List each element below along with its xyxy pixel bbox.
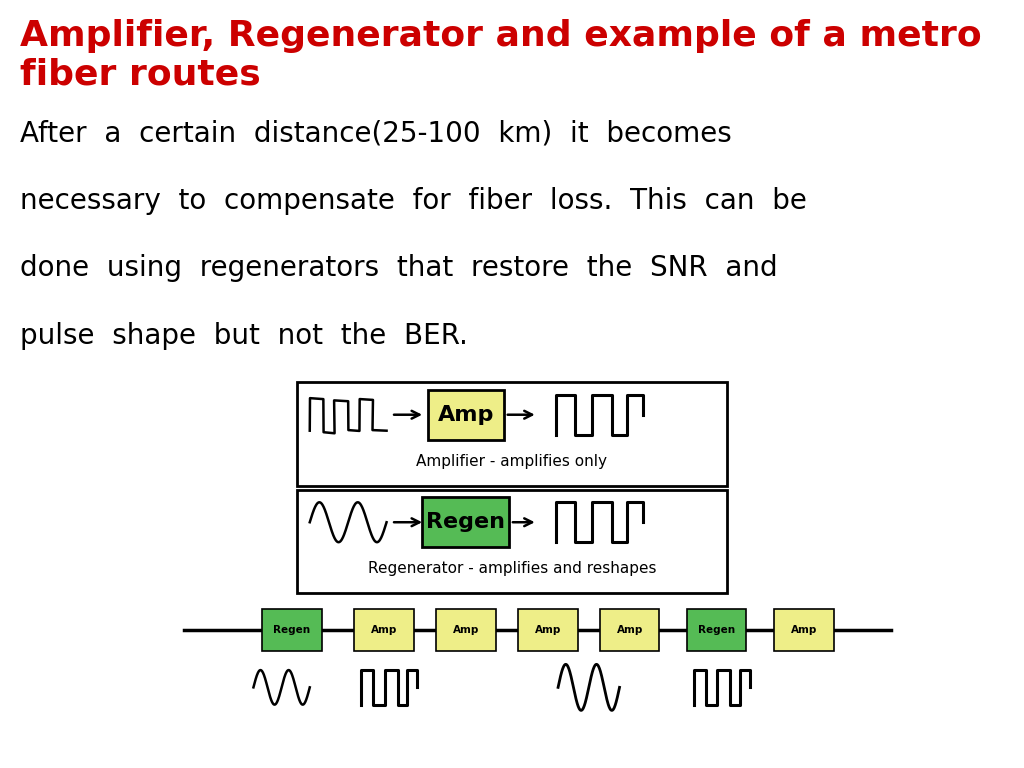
Text: Amp: Amp (453, 624, 479, 635)
Bar (436, 608, 496, 651)
Text: Amplifier - amplifies only: Amplifier - amplifies only (417, 454, 607, 468)
Text: Amp: Amp (437, 405, 495, 425)
Bar (297, 382, 727, 486)
Text: Amp: Amp (535, 624, 561, 635)
Text: Regen: Regen (426, 512, 506, 532)
Text: Regen: Regen (698, 624, 735, 635)
Text: pulse  shape  but  not  the  BER.: pulse shape but not the BER. (20, 322, 468, 349)
Bar (428, 390, 505, 439)
Text: necessary  to  compensate  for  fiber  loss.  This  can  be: necessary to compensate for fiber loss. … (20, 187, 807, 214)
Text: fiber routes: fiber routes (20, 58, 261, 91)
Bar (262, 608, 322, 651)
Text: Regen: Regen (273, 624, 310, 635)
Text: Regenerator - amplifies and reshapes: Regenerator - amplifies and reshapes (368, 561, 656, 576)
Text: Amp: Amp (371, 624, 397, 635)
Bar (518, 608, 578, 651)
Text: Amp: Amp (791, 624, 817, 635)
Bar (354, 608, 414, 651)
Text: After  a  certain  distance(25-100  km)  it  becomes: After a certain distance(25-100 km) it b… (20, 119, 732, 147)
Bar (297, 490, 727, 594)
Text: Amp: Amp (616, 624, 643, 635)
Text: done  using  regenerators  that  restore  the  SNR  and: done using regenerators that restore the… (20, 254, 778, 282)
Bar (687, 608, 746, 651)
Bar (423, 498, 510, 547)
Bar (600, 608, 659, 651)
Bar (774, 608, 834, 651)
Text: Amplifier, Regenerator and example of a metro: Amplifier, Regenerator and example of a … (20, 19, 982, 53)
